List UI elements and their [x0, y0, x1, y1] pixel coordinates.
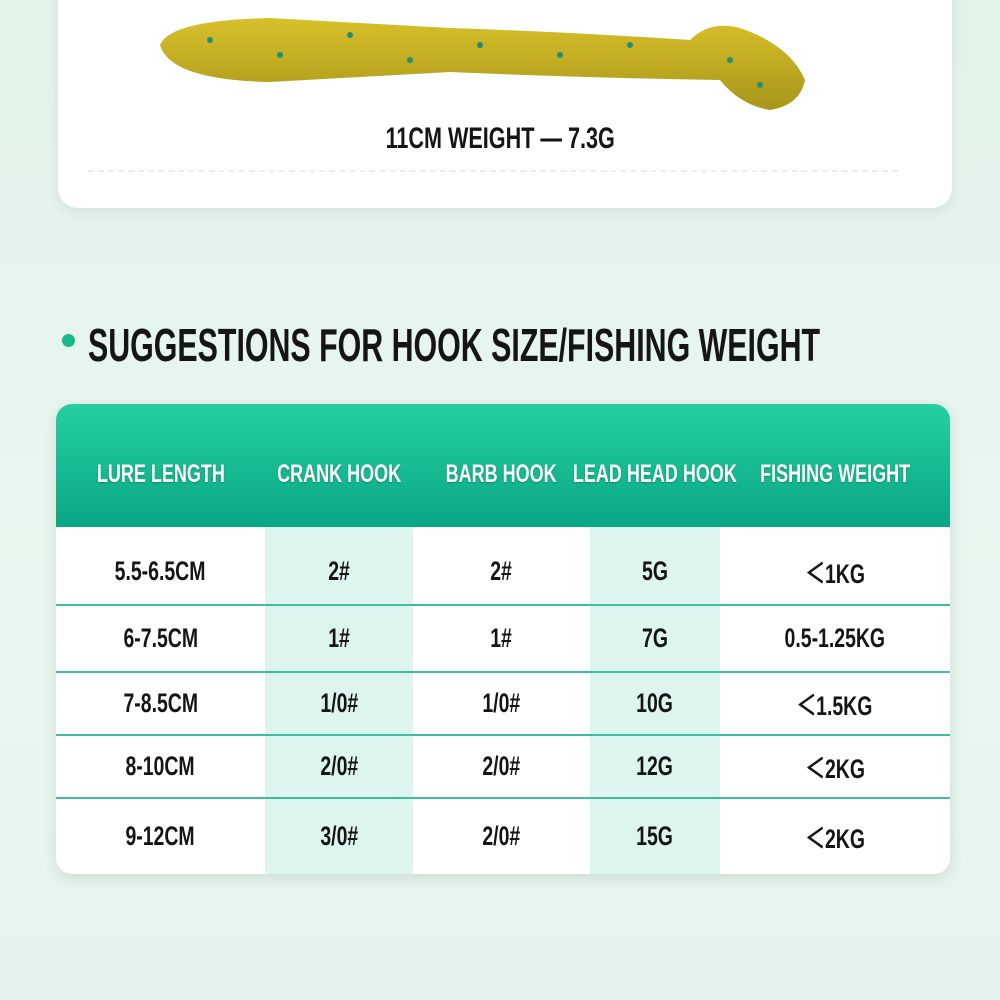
header-cell: FISHING WEIGHT [720, 434, 950, 514]
header-cell-text: CRANK HOOK [277, 459, 401, 488]
table-cell-text: 8-10CM [125, 751, 196, 781]
table-cell-text: 2# [328, 555, 350, 586]
table-cell-text: 7-8.5CM [123, 688, 198, 718]
table-cell-text: 2/0# [320, 751, 358, 781]
table-cell-text: 2/0# [482, 751, 521, 781]
table-cell: ＜2KG [720, 798, 950, 874]
bullet [62, 334, 75, 347]
table-cell: 7-8.5CM [56, 672, 265, 735]
table-cell: 8-10CM [56, 735, 265, 798]
table-cell: 2/0# [413, 735, 590, 798]
table-cell: 1# [265, 605, 413, 672]
column-highlight [265, 527, 413, 874]
table-cell: 7G [590, 605, 720, 672]
table-cell-text: 12G [636, 751, 674, 781]
table-cell: 2/0# [265, 735, 413, 798]
table-cell-text: 7G [642, 623, 668, 653]
table-cell-text: 1# [490, 623, 513, 653]
table-cell-text: ＜1KG [805, 558, 865, 589]
heading-text: SUGGESTIONS FOR HOOK SIZE/FISHING WEIGHT [88, 319, 821, 371]
divider [88, 170, 898, 172]
table-cell-text: 1/0# [320, 688, 358, 718]
column-highlight [590, 527, 720, 874]
table-cell-text: ＜2KG [805, 823, 865, 854]
header-cell: LEAD HEAD HOOK [573, 434, 737, 514]
heading: SUGGESTIONS FOR HOOK SIZE/FISHING WEIGHT [88, 318, 1000, 372]
header-cell: LURE LENGTH [56, 434, 265, 514]
table-cell-text: 6-7.5CM [123, 623, 198, 653]
table-cell-text: 1/0# [482, 688, 521, 718]
table-cell: 9-12CM [56, 798, 265, 874]
caption-text: 11CM WEIGHT — 7.3G [385, 122, 615, 155]
table-cell-text: ＜2KG [805, 754, 865, 784]
table-cell-text: 5.5-6.5CM [115, 555, 206, 586]
table-cell-text: 9-12CM [125, 820, 196, 851]
table-cell-text: 3/0# [320, 820, 358, 851]
row-separator [56, 604, 950, 606]
header-cell: BARB HOOK [413, 434, 590, 514]
lure-flakes [207, 32, 763, 88]
table-cell: 1/0# [265, 672, 413, 735]
table-cell-text: 0.5-1.25KG [784, 623, 886, 653]
table-cell: 3/0# [265, 798, 413, 874]
table-cell: 12G [590, 735, 720, 798]
lure-body [160, 18, 805, 110]
lure-image [160, 18, 805, 110]
table: LURE LENGTH CRANK HOOK BARB HOOK LEAD HEAD … [56, 404, 950, 874]
header-cell: CRANK HOOK [265, 434, 413, 514]
table-cell: 2# [265, 537, 413, 605]
table-cell: ＜1KG [720, 537, 950, 605]
table-header [56, 404, 950, 527]
table-cell: 6-7.5CM [56, 605, 265, 672]
row-separator [56, 734, 950, 736]
row-separator [56, 671, 950, 673]
table-cell: 5.5-6.5CM [56, 537, 265, 605]
header-cell-text: BARB HOOK [445, 459, 557, 488]
table-cell-text: 1# [328, 623, 350, 653]
row-separator [56, 797, 950, 799]
table-cell: 5G [590, 537, 720, 605]
table-cell: 1/0# [413, 672, 590, 735]
header-cell-text: LURE LENGTH [96, 459, 225, 488]
table-cell-text: 2# [490, 555, 513, 586]
table-cell: 10G [590, 672, 720, 735]
caption: 11CM WEIGHT — 7.3G [0, 122, 1000, 156]
table-cell: 2# [413, 537, 590, 605]
table-cell: 0.5-1.25KG [720, 605, 950, 672]
table-cell-text: ＜1.5KG [797, 691, 873, 721]
table-cell-text: 5G [642, 555, 668, 586]
table-cell: ＜1.5KG [720, 672, 950, 735]
table-cell-text: 2/0# [482, 820, 521, 851]
table-cell: 1# [413, 605, 590, 672]
table-cell-text: 15G [636, 820, 674, 851]
table-cell: ＜2KG [720, 735, 950, 798]
header-cell-text: FISHING WEIGHT [759, 459, 910, 488]
table-cell: 2/0# [413, 798, 590, 874]
table-cell-text: 10G [636, 688, 674, 718]
header-cell-text: LEAD HEAD HOOK [573, 459, 738, 488]
table-cell: 15G [590, 798, 720, 874]
